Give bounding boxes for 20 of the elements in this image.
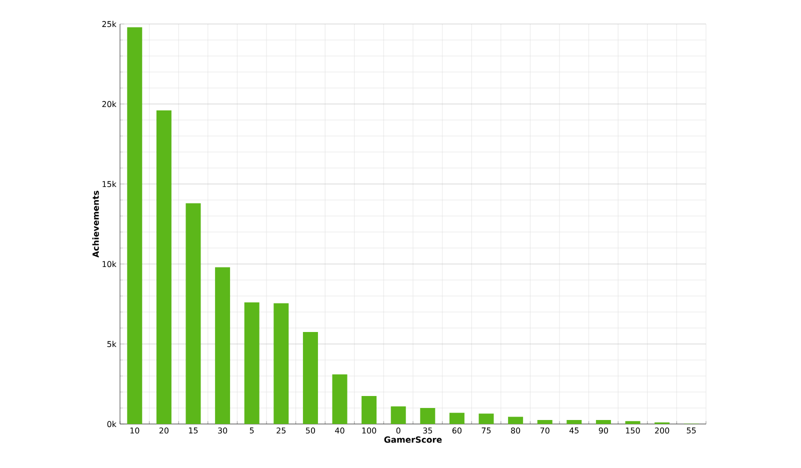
bar <box>478 414 494 424</box>
bar <box>508 416 524 424</box>
bar <box>625 421 640 424</box>
bar <box>332 374 348 424</box>
bar <box>362 396 377 424</box>
bar <box>596 420 611 424</box>
bar <box>215 267 230 424</box>
bar <box>302 332 318 424</box>
bar <box>127 27 142 424</box>
bar <box>186 203 201 424</box>
bar <box>449 412 464 424</box>
bar <box>156 110 172 424</box>
x-axis-title: GamerScore <box>384 436 442 443</box>
bar <box>244 302 260 424</box>
y-axis-title: Achievements <box>92 190 99 258</box>
bar <box>274 303 289 424</box>
bar <box>537 420 552 424</box>
bar <box>390 406 406 424</box>
bar <box>566 420 582 424</box>
bar <box>420 408 436 424</box>
